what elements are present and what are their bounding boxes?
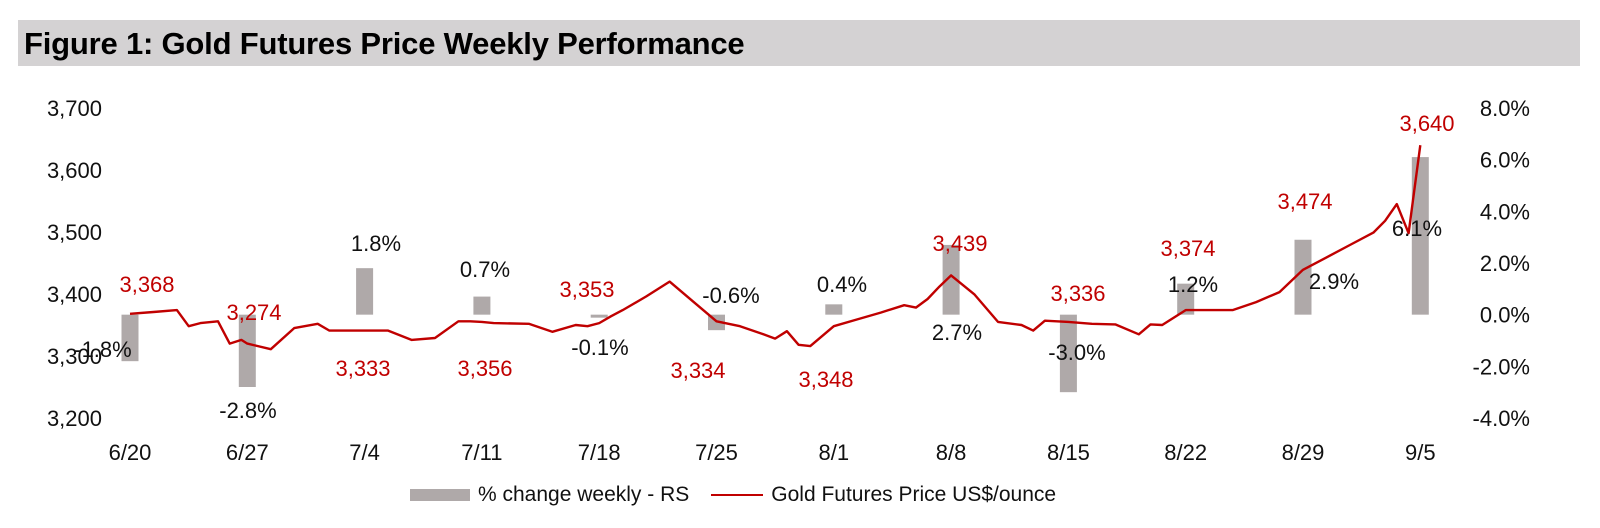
bar-value-label: 2.7% xyxy=(932,320,982,345)
x-axis-tick-label: 7/11 xyxy=(461,440,502,465)
bar-series xyxy=(121,157,1429,393)
price-value-label: 3,640 xyxy=(1399,111,1454,136)
price-value-label: 3,333 xyxy=(335,356,390,381)
price-value-label: 3,334 xyxy=(670,358,725,383)
price-line-series xyxy=(129,145,1422,351)
right-axis-tick-label: 8.0% xyxy=(1480,96,1530,121)
x-axis-tick-label: 7/4 xyxy=(349,440,380,465)
bar-value-label: 0.4% xyxy=(817,272,867,297)
price-value-label: 3,348 xyxy=(798,367,853,392)
x-axis-tick-label: 7/25 xyxy=(695,440,738,465)
bar-value-label: 6.1% xyxy=(1392,216,1442,241)
x-axis-tick-label: 6/27 xyxy=(226,440,269,465)
chart-title: Figure 1: Gold Futures Price Weekly Perf… xyxy=(24,26,745,61)
left-axis: 3,200 3,300 3,400 3,500 3,600 3,700 xyxy=(47,96,102,431)
right-axis: -4.0% -2.0% 0.0% 2.0% 4.0% 6.0% 8.0% xyxy=(1473,96,1530,431)
x-axis-tick-label: 6/20 xyxy=(109,440,152,465)
legend-bar-label: % change weekly - RS xyxy=(478,483,690,506)
bar-7/4 xyxy=(356,268,374,315)
left-axis-tick-label: 3,600 xyxy=(47,158,102,183)
bar-8/22 xyxy=(1177,283,1195,315)
bar-8/15 xyxy=(1059,314,1077,393)
right-axis-tick-label: 4.0% xyxy=(1480,199,1530,224)
right-axis-tick-label: 6.0% xyxy=(1480,148,1530,173)
bar-value-label: -3.0% xyxy=(1048,340,1105,365)
legend: % change weekly - RS Gold Futures Price … xyxy=(410,482,1056,508)
right-axis-tick-label: 2.0% xyxy=(1480,251,1530,276)
bar-value-label: -1.8% xyxy=(74,337,131,362)
bar-6/20 xyxy=(121,314,139,362)
left-axis-tick-label: 3,200 xyxy=(47,406,102,431)
x-axis-tick-label: 7/18 xyxy=(578,440,621,465)
x-axis-tick-label: 9/5 xyxy=(1405,440,1436,465)
bar-8/8 xyxy=(942,244,960,315)
bar-value-label: 2.9% xyxy=(1309,269,1359,294)
left-axis-tick-label: 3,700 xyxy=(47,96,102,121)
legend-bar-swatch xyxy=(410,489,470,501)
legend-line-swatch xyxy=(711,494,764,496)
bar-value-label: 1.8% xyxy=(351,231,401,256)
bar-6/27 xyxy=(238,314,256,387)
price-value-label: 3,439 xyxy=(932,231,987,256)
bar-value-label: 1.2% xyxy=(1168,272,1218,297)
bar-9/5 xyxy=(1411,157,1429,315)
price-value-label: 3,368 xyxy=(119,272,174,297)
bar-value-label: -0.6% xyxy=(702,283,759,308)
price-value-label: 3,336 xyxy=(1050,281,1105,306)
legend-line-label: Gold Futures Price US$/ounce xyxy=(771,483,1057,506)
right-axis-tick-label: 0.0% xyxy=(1480,303,1530,328)
left-axis-tick-label: 3,300 xyxy=(47,344,102,369)
price-value-label: 3,274 xyxy=(226,300,281,325)
x-axis-tick-label: 8/22 xyxy=(1164,440,1207,465)
x-axis-tick-label: 8/15 xyxy=(1047,440,1090,465)
bar-value-label: -0.1% xyxy=(571,335,628,360)
price-value-label: 3,474 xyxy=(1277,189,1332,214)
bar-7/11 xyxy=(473,296,491,315)
title-bar: Figure 1: Gold Futures Price Weekly Perf… xyxy=(18,20,1580,66)
price-data-labels: 3,368 3,274 3,333 3,356 3,353 3,334 3,348 3,439… xyxy=(119,111,1454,392)
price-value-label: 3,353 xyxy=(559,277,614,302)
bar-8/1 xyxy=(825,304,843,315)
x-axis-tick-label: 8/1 xyxy=(819,440,850,465)
price-value-label: 3,374 xyxy=(1160,236,1215,261)
left-axis-tick-label: 3,400 xyxy=(47,282,102,307)
x-axis-tick-label: 8/8 xyxy=(936,440,967,465)
price-value-label: 3,356 xyxy=(457,356,512,381)
bar-value-label: 0.7% xyxy=(460,257,510,282)
right-axis-tick-label: -2.0% xyxy=(1473,354,1530,379)
bar-value-label: -2.8% xyxy=(219,398,276,423)
bar-data-labels: -1.8% -2.8% 1.8% 0.7% -0.1% -0.6% 0.4% 2.7% -3.0… xyxy=(74,216,1442,423)
bar-7/18 xyxy=(590,314,608,318)
left-axis-tick-label: 3,500 xyxy=(47,220,102,245)
x-axis: 6/20 6/27 7/4 7/11 7/18 7/25 8/1 8/8 8/15 8/22 8/2… xyxy=(109,440,1436,465)
x-axis-tick-label: 8/29 xyxy=(1282,440,1325,465)
price-line xyxy=(129,145,1422,351)
right-axis-tick-label: -4.0% xyxy=(1473,406,1530,431)
bar-8/29 xyxy=(1294,239,1312,315)
